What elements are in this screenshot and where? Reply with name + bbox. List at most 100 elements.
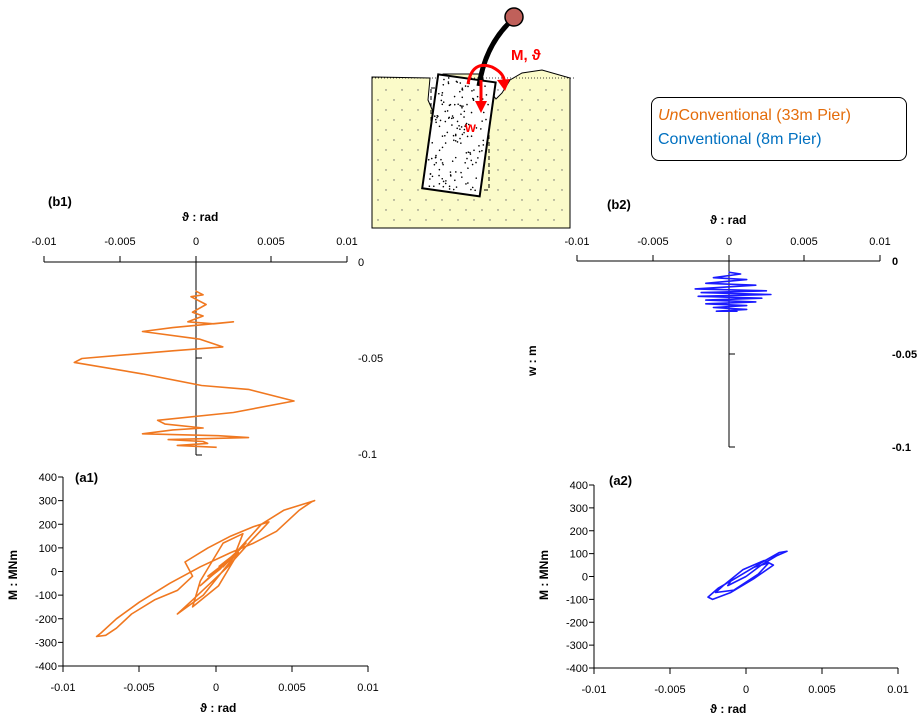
caisson-dot xyxy=(441,94,443,97)
soil-dot xyxy=(537,99,539,101)
caisson-dot xyxy=(447,81,450,83)
x-tick-label: 0.01 xyxy=(869,236,890,248)
soil-dot xyxy=(401,209,403,211)
soil-dot xyxy=(553,179,555,181)
caisson-dot xyxy=(433,163,436,166)
caisson-dot xyxy=(441,135,444,137)
x-tick-label: 0 xyxy=(213,682,219,694)
caisson-dot xyxy=(435,154,437,157)
x-tick-label: -0.005 xyxy=(123,682,154,694)
x-axis-title-b2: ϑ : rad xyxy=(710,213,746,227)
x-tick-label: -0.01 xyxy=(564,236,589,248)
soil-dot xyxy=(545,109,547,111)
y-tick-label: 300 xyxy=(570,503,588,515)
caisson-dot xyxy=(439,119,442,122)
soil-dot xyxy=(521,179,523,181)
soil-dot xyxy=(497,189,499,191)
soil-dot xyxy=(385,89,387,91)
soil-dot xyxy=(409,119,411,121)
soil-dot xyxy=(377,159,379,161)
soil-dot xyxy=(401,149,403,151)
x-tick-label: 0 xyxy=(726,236,732,248)
soil-dot xyxy=(409,159,411,161)
caisson-dot xyxy=(478,145,480,147)
soil-dot xyxy=(505,219,507,221)
caisson-dot xyxy=(460,171,462,174)
caisson-dot xyxy=(448,188,451,190)
caisson-dot xyxy=(443,78,445,81)
caisson-dot xyxy=(445,180,447,182)
soil-dot xyxy=(417,209,419,211)
caisson-dot xyxy=(459,128,461,131)
soil-dot xyxy=(401,189,403,191)
caisson-dot xyxy=(465,122,468,125)
caisson-dot xyxy=(455,171,457,173)
caisson-dot xyxy=(449,171,452,173)
soil-dot xyxy=(561,89,563,91)
soil-dot xyxy=(497,129,499,131)
caisson-dot xyxy=(475,177,478,179)
caisson-dot xyxy=(438,174,440,177)
caisson-texture xyxy=(427,77,489,192)
y-tick-label: 0 xyxy=(582,572,588,584)
soil-dot xyxy=(545,149,547,151)
soil-dot xyxy=(377,139,379,141)
caisson-dot xyxy=(461,87,464,90)
soil-dot xyxy=(553,199,555,201)
caisson-dot xyxy=(451,124,453,126)
caisson-dot xyxy=(472,99,475,102)
soil-dot xyxy=(505,119,507,121)
x-tick-label: -0.01 xyxy=(31,236,56,248)
caisson-dot xyxy=(433,115,436,118)
caisson-dot xyxy=(452,134,455,137)
x-tick-label: 0 xyxy=(193,236,199,248)
caisson-dot xyxy=(461,88,463,91)
caisson-dot xyxy=(448,185,451,188)
soil-dot xyxy=(521,159,523,161)
y-tick-label: 0 xyxy=(358,257,364,269)
soil-dot xyxy=(561,149,563,151)
soil-dot xyxy=(529,149,531,151)
caisson-dot xyxy=(449,174,452,176)
caisson-dot xyxy=(451,160,454,163)
soil-dot xyxy=(553,219,555,221)
soil-dot xyxy=(561,129,563,131)
soil-dot xyxy=(537,119,539,121)
caisson-dot xyxy=(452,117,455,119)
soil-dot xyxy=(545,169,547,171)
caisson-dot xyxy=(464,161,466,164)
soil-dot xyxy=(417,109,419,111)
panel-label-b2: (b2) xyxy=(607,197,631,212)
y-tick-label: -100 xyxy=(566,594,588,606)
soil-dot xyxy=(529,169,531,171)
caisson-dot xyxy=(436,114,439,117)
caisson-dot xyxy=(444,134,446,137)
caisson-dot xyxy=(454,156,457,159)
caisson-dot xyxy=(485,94,488,96)
soil-dot xyxy=(537,159,539,161)
caisson-dot xyxy=(470,159,473,162)
caisson-dot xyxy=(438,168,441,171)
caisson-dot xyxy=(438,125,441,128)
panel-b1: (b1) ϑ : rad -0.01 -0.005 0 0.005 0.01 0… xyxy=(31,194,383,461)
soil-dot xyxy=(377,99,379,101)
caisson-dot xyxy=(436,116,438,119)
caisson-dot xyxy=(442,185,445,188)
caisson-dot xyxy=(467,151,470,154)
caisson-dot xyxy=(456,141,459,143)
caisson-dot xyxy=(470,111,473,114)
caisson-dot xyxy=(482,144,485,146)
caisson-dot xyxy=(431,175,434,178)
panel-label-a2: (a2) xyxy=(609,473,632,488)
caisson-dot xyxy=(442,180,445,183)
soil-dot xyxy=(385,149,387,151)
x-tick-label: 0.005 xyxy=(278,682,306,694)
caisson-dot xyxy=(463,110,466,113)
soil-dot xyxy=(537,199,539,201)
soil-dot xyxy=(545,89,547,91)
soil-dot xyxy=(561,189,563,191)
caisson-dot xyxy=(470,135,473,138)
soil-dot xyxy=(497,109,499,111)
caisson-dot xyxy=(484,85,486,88)
